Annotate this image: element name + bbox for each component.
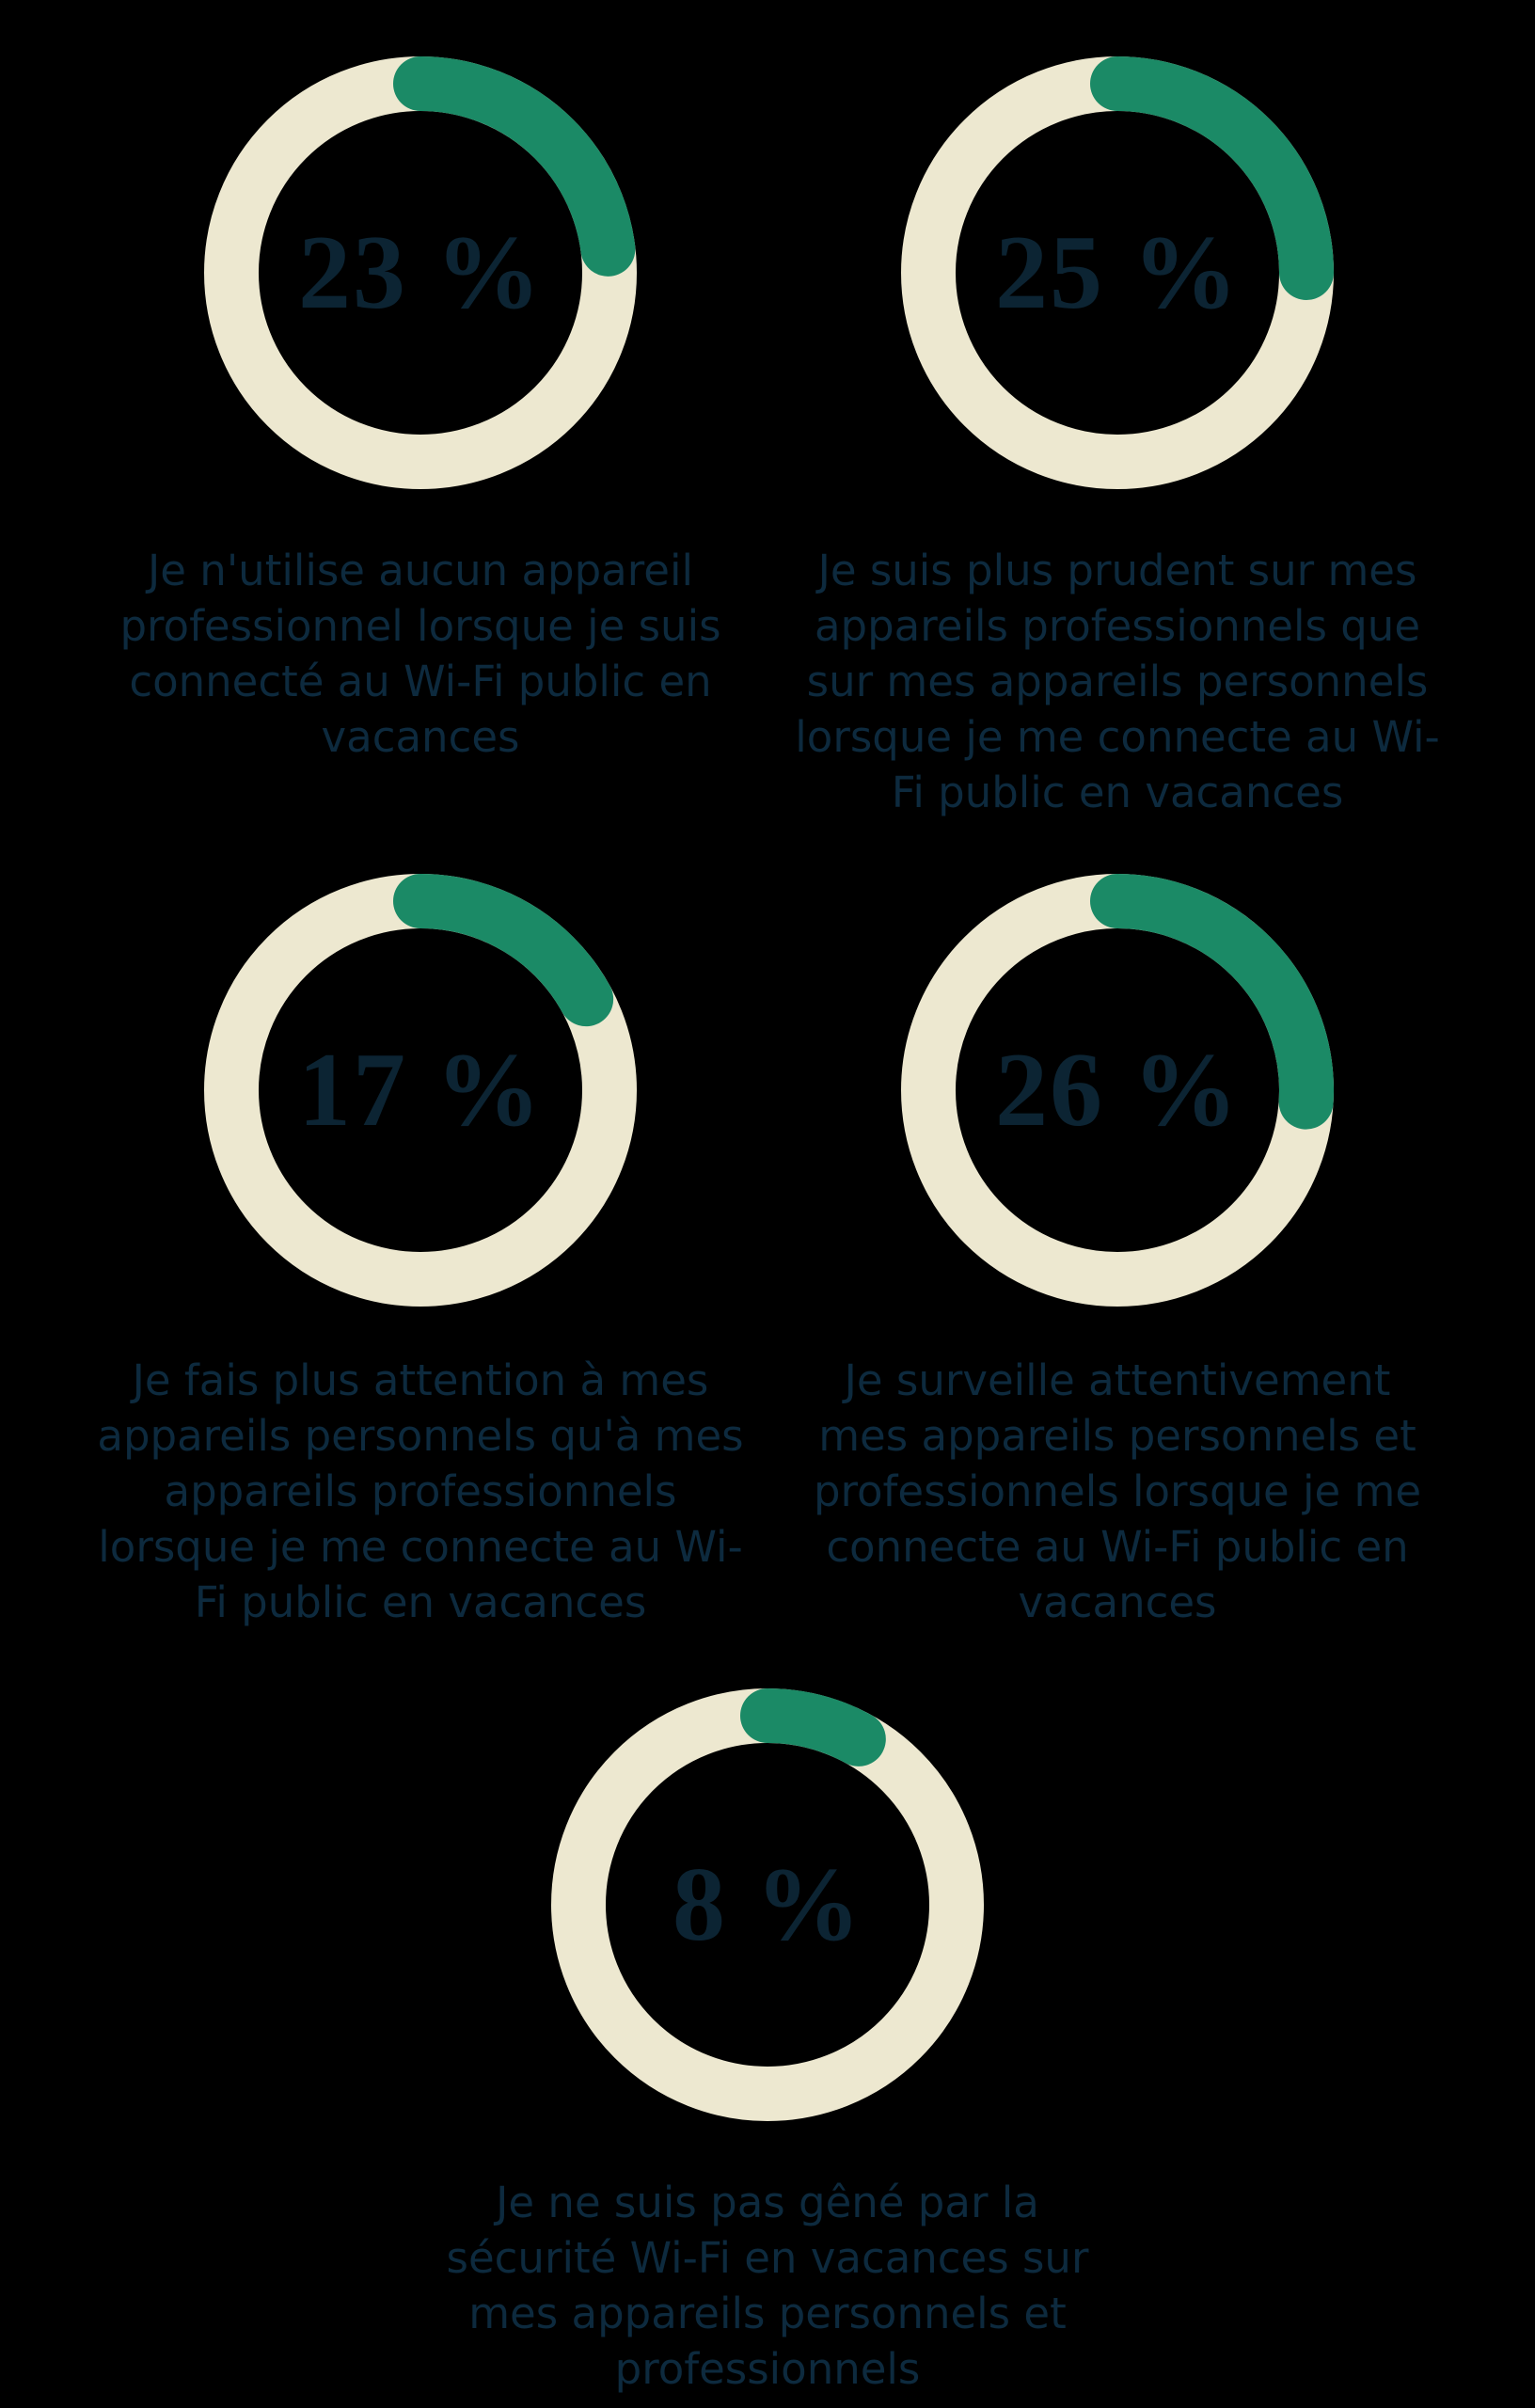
donut-chart-1: 23 % (204, 56, 637, 489)
donut-caption-4: Je surveille attentivement mes appareils… (813, 1355, 1422, 1627)
donut-value-label-1: 23 % (298, 214, 543, 331)
donut-value-label-2: 25 % (995, 214, 1240, 331)
donut-value-label-3: 17 % (298, 1031, 543, 1149)
donut-ring-3 (204, 874, 637, 1307)
donut-chart-3: 17 % (204, 874, 637, 1307)
donut-chart-4: 26 % (901, 874, 1334, 1307)
donut-ring-5 (551, 1688, 984, 2121)
donut-caption-1: Je n'utilise aucun appareil professionne… (119, 546, 721, 762)
donut-value-label-4: 26 % (995, 1031, 1240, 1149)
donut-caption-5: Je ne suis pas gêné par la sécurité Wi-F… (446, 2178, 1089, 2394)
donut-ring-2 (901, 56, 1334, 489)
donut-value-label-5: 8 % (673, 1846, 862, 1963)
donut-caption-2: Je suis plus prudent sur mes appareils p… (795, 546, 1440, 817)
donut-chart-5: 8 % (551, 1688, 984, 2121)
donut-ring-4 (901, 874, 1334, 1307)
donut-ring-1 (204, 56, 637, 489)
donut-caption-3: Je fais plus attention à mes appareils p… (97, 1355, 744, 1627)
donut-chart-2: 25 % (901, 56, 1334, 489)
